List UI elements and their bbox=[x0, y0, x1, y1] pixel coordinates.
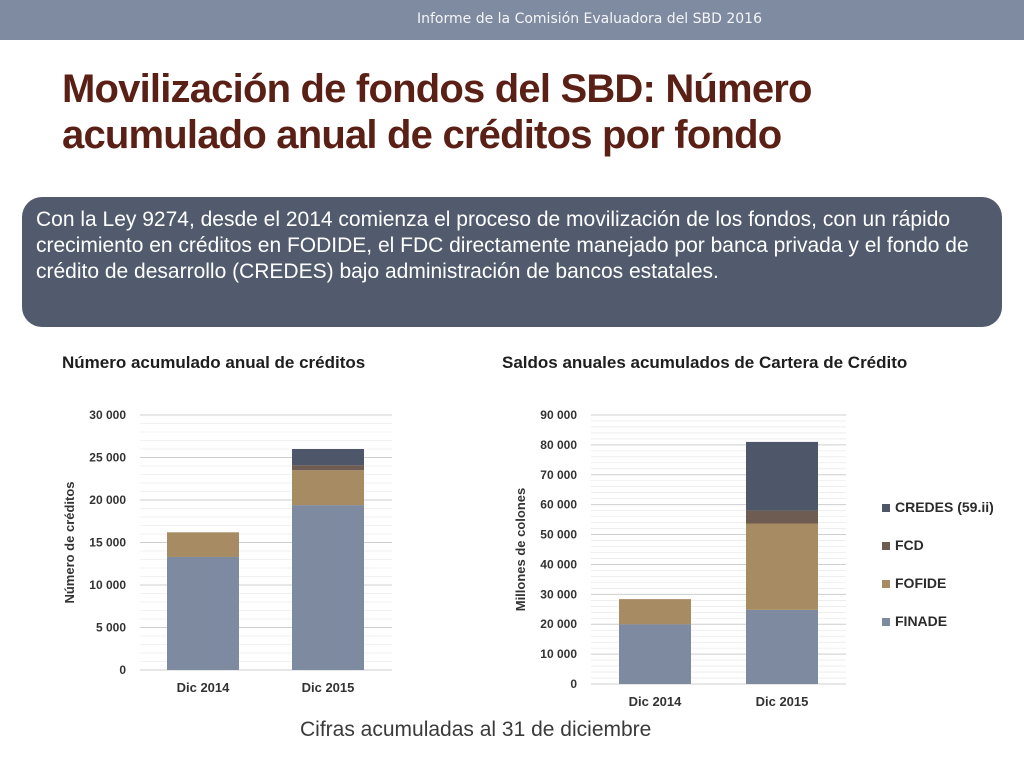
legend-swatch bbox=[882, 618, 890, 626]
legend-label: FOFIDE bbox=[895, 575, 947, 591]
callout-text: Con la Ley 9274, desde el 2014 comienza … bbox=[36, 208, 969, 283]
bar-fofide-dic-2015 bbox=[746, 523, 818, 610]
callout-box: Con la Ley 9274, desde el 2014 comienza … bbox=[22, 197, 1002, 327]
legend-item-finade: FINADE bbox=[882, 612, 1022, 632]
legend-swatch bbox=[882, 504, 890, 512]
y-axis-title: Millones de colones bbox=[513, 488, 528, 612]
y-tick-label: 50 000 bbox=[540, 528, 577, 542]
y-tick-label: 25 000 bbox=[89, 451, 126, 465]
header-bar: Informe de la Comisión Evaluadora del SB… bbox=[0, 0, 1024, 40]
bar-fcd-dic-2015 bbox=[292, 465, 364, 471]
legend-label: CREDES (59.ii) bbox=[895, 499, 994, 515]
footnote: Cifras acumuladas al 31 de diciembre bbox=[300, 718, 652, 741]
y-tick-label: 90 000 bbox=[540, 408, 577, 422]
bar-finade-dic-2014 bbox=[167, 556, 239, 670]
legend-item-credes-59-ii: CREDES (59.ii) bbox=[882, 498, 1022, 518]
legend-item-fofide: FOFIDE bbox=[882, 574, 1022, 594]
x-tick-label: Dic 2014 bbox=[177, 680, 231, 695]
chart-credit-balance: 0 10 000 20 000 30 000 40 000 50 000 60 000 70 … bbox=[513, 408, 846, 709]
y-tick-label: 20 000 bbox=[89, 493, 126, 507]
slide-title: Movilización de fondos del SBD: Número a… bbox=[62, 67, 812, 157]
bar-finade-dic-2015 bbox=[292, 505, 364, 670]
chart2-title: Saldos anuales acumulados de Cartera de … bbox=[502, 353, 908, 372]
legend-swatch bbox=[882, 542, 890, 550]
bar-fcd-dic-2015 bbox=[746, 510, 818, 524]
legend-label: FCD bbox=[895, 537, 924, 553]
chart-credit-count: 0 5 000 10 000 15 000 20 000 25 000 30 000 Dic … bbox=[62, 408, 392, 695]
bar-fofide-dic-2014 bbox=[619, 599, 691, 625]
y-tick-label: 60 000 bbox=[540, 498, 577, 512]
bar-credes-59-ii-dic-2015 bbox=[292, 449, 364, 466]
bar-credes-59-ii-dic-2015 bbox=[746, 441, 818, 511]
x-tick-label: Dic 2014 bbox=[629, 694, 683, 709]
legend-item-fcd: FCD bbox=[882, 536, 1022, 556]
y-tick-label: 10 000 bbox=[540, 647, 577, 661]
x-tick-label: Dic 2015 bbox=[302, 680, 355, 695]
bar-fofide-dic-2014 bbox=[167, 532, 239, 557]
legend-swatch bbox=[882, 580, 890, 588]
y-tick-label: 20 000 bbox=[540, 617, 577, 631]
y-tick-label: 80 000 bbox=[540, 438, 577, 452]
y-tick-label: 30 000 bbox=[89, 408, 126, 422]
y-axis-title: Número de créditos bbox=[62, 481, 77, 603]
bar-finade-dic-2015 bbox=[746, 609, 818, 684]
x-tick-label: Dic 2015 bbox=[756, 694, 809, 709]
y-tick-label: 15 000 bbox=[89, 536, 126, 550]
y-tick-label: 0 bbox=[119, 663, 126, 677]
legend-label: FINADE bbox=[895, 613, 948, 629]
chart1-title: Número acumulado anual de créditos bbox=[62, 353, 366, 372]
y-tick-label: 30 000 bbox=[540, 587, 577, 601]
y-tick-label: 70 000 bbox=[540, 468, 577, 482]
y-tick-label: 10 000 bbox=[89, 578, 126, 592]
y-tick-label: 40 000 bbox=[540, 557, 577, 571]
bar-fofide-dic-2015 bbox=[292, 470, 364, 506]
header-text: Informe de la Comisión Evaluadora del SB… bbox=[417, 11, 762, 27]
y-tick-label: 0 bbox=[570, 677, 577, 691]
bar-finade-dic-2014 bbox=[619, 624, 691, 684]
y-tick-label: 5 000 bbox=[96, 621, 126, 635]
